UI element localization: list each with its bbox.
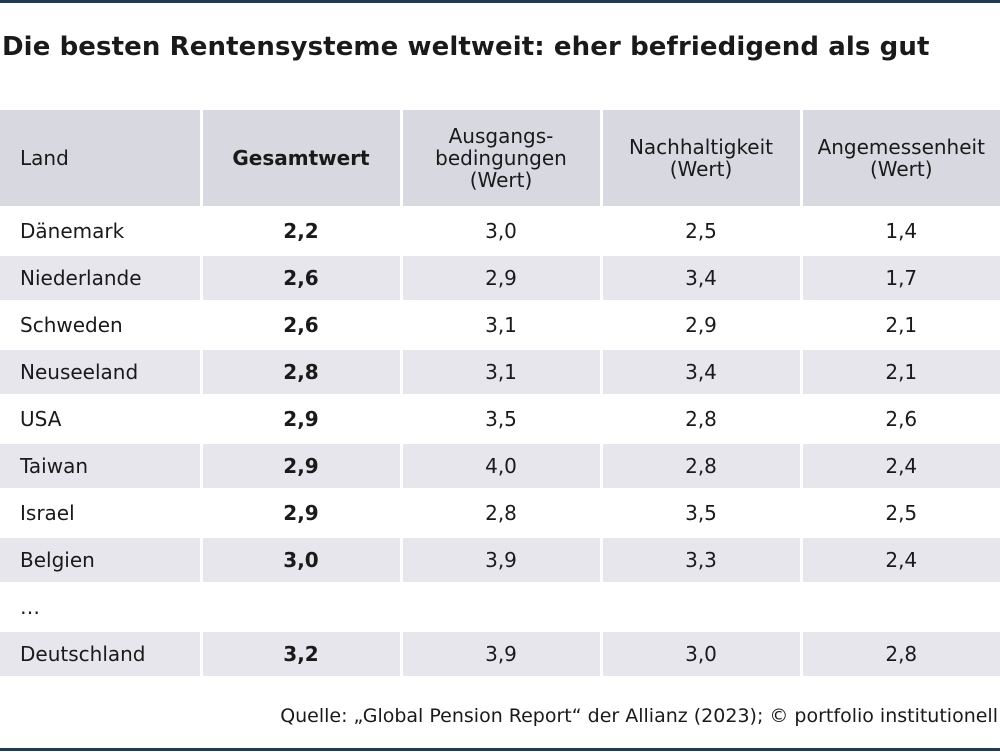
cell-angemessenheit: 2,5 — [801, 489, 1000, 538]
cell-land: Israel — [0, 489, 203, 538]
cell-nachhaltigkeit: 3,5 — [601, 489, 803, 538]
cell-angemessenheit: 1,7 — [801, 254, 1000, 303]
cell-ausgangsbedingungen: 3,5 — [401, 395, 603, 444]
cell-gesamtwert: 2,9 — [201, 395, 403, 444]
cell-ausgangsbedingungen: 3,9 — [401, 630, 603, 676]
cell-gesamtwert: 2,8 — [201, 348, 403, 397]
cell-nachhaltigkeit: 3,4 — [601, 254, 803, 303]
cell-gesamtwert: 3,0 — [201, 536, 403, 585]
cell-gesamtwert: 2,6 — [201, 254, 403, 303]
cell-gesamtwert: 2,6 — [201, 301, 403, 350]
cell-land: Schweden — [0, 301, 203, 350]
cell-gesamtwert: 3,2 — [201, 630, 403, 676]
page-title: Die besten Rentensysteme weltweit: eher … — [2, 32, 930, 62]
cell-nachhaltigkeit: 3,4 — [601, 348, 803, 397]
header-ausgangsbedingungen: Ausgangs- bedingungen (Wert) — [401, 110, 603, 209]
table-row: Schweden 2,6 3,1 2,9 2,1 — [0, 301, 1000, 350]
table-row-ellipsis: … — [0, 583, 1000, 632]
cell-ausgangsbedingungen: 3,0 — [401, 207, 603, 256]
table-row: Dänemark 2,2 3,0 2,5 1,4 — [0, 207, 1000, 256]
cell-gesamtwert: 2,9 — [201, 489, 403, 538]
table-row: Niederlande 2,6 2,9 3,4 1,7 — [0, 254, 1000, 303]
cell-angemessenheit: 2,4 — [801, 442, 1000, 491]
cell-nachhaltigkeit: 2,5 — [601, 207, 803, 256]
cell-land: Belgien — [0, 536, 203, 585]
cell-ausgangsbedingungen: 2,9 — [401, 254, 603, 303]
cell-land: Taiwan — [0, 442, 203, 491]
cell-land: Niederlande — [0, 254, 203, 303]
table-row: Taiwan 2,9 4,0 2,8 2,4 — [0, 442, 1000, 491]
cell-angemessenheit — [801, 583, 1000, 632]
cell-ausgangsbedingungen: 4,0 — [401, 442, 603, 491]
table-row: Neuseeland 2,8 3,1 3,4 2,1 — [0, 348, 1000, 397]
bottom-rule — [0, 748, 1000, 751]
cell-angemessenheit: 2,8 — [801, 630, 1000, 676]
table-row: USA 2,9 3,5 2,8 2,6 — [0, 395, 1000, 444]
table-header-row: Land Gesamtwert Ausgangs- bedingungen (W… — [0, 110, 1000, 209]
cell-land: … — [0, 583, 203, 632]
cell-angemessenheit: 2,6 — [801, 395, 1000, 444]
table-row: Israel 2,9 2,8 3,5 2,5 — [0, 489, 1000, 538]
cell-ausgangsbedingungen: 3,9 — [401, 536, 603, 585]
cell-nachhaltigkeit: 2,9 — [601, 301, 803, 350]
cell-nachhaltigkeit: 2,8 — [601, 395, 803, 444]
cell-angemessenheit: 2,1 — [801, 301, 1000, 350]
cell-nachhaltigkeit — [601, 583, 803, 632]
cell-nachhaltigkeit: 3,3 — [601, 536, 803, 585]
header-nachhaltigkeit: Nachhaltigkeit (Wert) — [601, 110, 803, 209]
pension-table: Land Gesamtwert Ausgangs- bedingungen (W… — [0, 110, 1000, 676]
header-gesamtwert: Gesamtwert — [201, 110, 403, 209]
header-land: Land — [0, 110, 203, 209]
cell-land: USA — [0, 395, 203, 444]
header-angemessenheit: Angemessenheit (Wert) — [801, 110, 1000, 209]
cell-ausgangsbedingungen: 3,1 — [401, 348, 603, 397]
cell-gesamtwert: 2,2 — [201, 207, 403, 256]
cell-nachhaltigkeit: 3,0 — [601, 630, 803, 676]
cell-angemessenheit: 2,1 — [801, 348, 1000, 397]
table-row: Deutschland 3,2 3,9 3,0 2,8 — [0, 630, 1000, 676]
cell-land: Dänemark — [0, 207, 203, 256]
cell-ausgangsbedingungen: 3,1 — [401, 301, 603, 350]
cell-ausgangsbedingungen: 2,8 — [401, 489, 603, 538]
top-rule — [0, 0, 1000, 3]
cell-ausgangsbedingungen — [401, 583, 603, 632]
cell-land: Deutschland — [0, 630, 203, 676]
cell-land: Neuseeland — [0, 348, 203, 397]
cell-gesamtwert — [201, 583, 403, 632]
table-row: Belgien 3,0 3,9 3,3 2,4 — [0, 536, 1000, 585]
cell-angemessenheit: 2,4 — [801, 536, 1000, 585]
cell-angemessenheit: 1,4 — [801, 207, 1000, 256]
cell-gesamtwert: 2,9 — [201, 442, 403, 491]
source-note: Quelle: „Global Pension Report“ der Alli… — [280, 705, 998, 727]
cell-nachhaltigkeit: 2,8 — [601, 442, 803, 491]
